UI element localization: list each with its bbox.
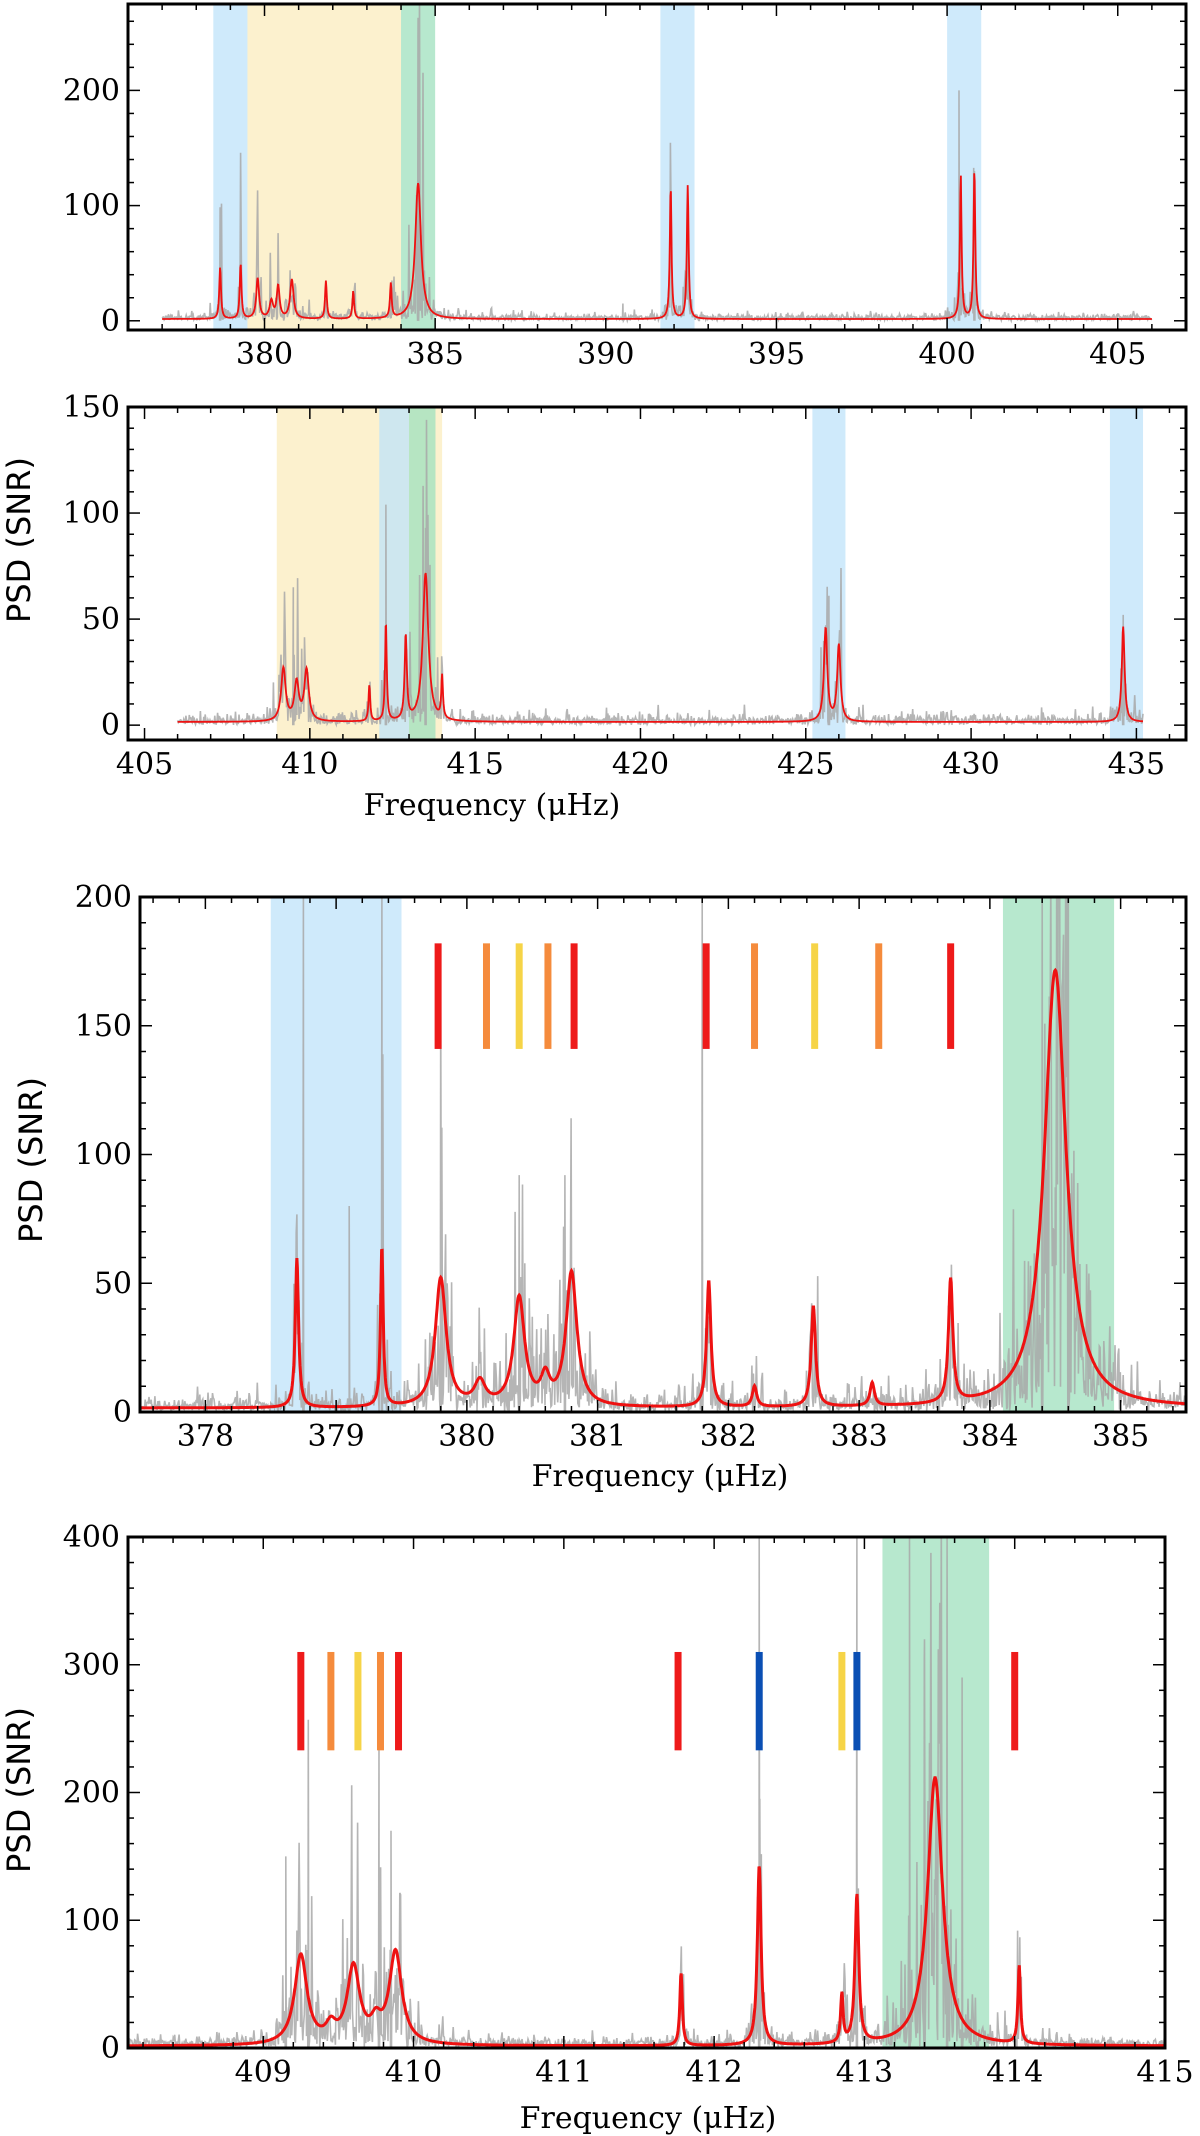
x-tick-label: 380 xyxy=(236,337,293,372)
x-tick-label: 414 xyxy=(986,2055,1043,2090)
x-tick-label: 381 xyxy=(569,1419,626,1454)
mode-marker-red-0 xyxy=(434,943,442,1049)
x-tick-label: 420 xyxy=(612,747,669,782)
y-tick-label: 150 xyxy=(63,390,120,425)
x-tick-label: 382 xyxy=(700,1419,757,1454)
x-tick-label: 410 xyxy=(385,2055,442,2090)
panel-2-xlabel: Frequency (μHz) xyxy=(364,788,621,823)
mode-marker-yellow-7 xyxy=(838,1651,846,1751)
panel-3: 378 379 380 381 382 383 384 385 0 50 100 150 200 xyxy=(75,880,1188,1454)
panel-4: 409 410 411 412 413 414 415 0 100 200 300 400 xyxy=(63,1520,1194,2090)
mode-marker-red-5 xyxy=(702,943,710,1049)
mode-marker-orange-6 xyxy=(751,943,759,1049)
x-tick-label: 400 xyxy=(918,337,975,372)
psd-trace xyxy=(140,897,1186,1412)
y-tick-label: 400 xyxy=(63,1520,120,1555)
mode-marker-blue-8 xyxy=(853,1651,861,1751)
mode-marker-orange-8 xyxy=(875,943,883,1049)
panel-3-xlabel: Frequency (μHz) xyxy=(532,1459,789,1494)
mode-marker-orange-1 xyxy=(482,943,490,1049)
mode-marker-orange-1 xyxy=(327,1651,335,1751)
y-tick-label: 50 xyxy=(94,1266,132,1301)
panel-4-ylabel: PSD (SNR) xyxy=(0,1707,38,1873)
fit-line xyxy=(140,967,1186,1410)
x-tick-label: 385 xyxy=(1092,1419,1149,1454)
y-tick-label: 100 xyxy=(63,496,120,531)
x-tick-label: 409 xyxy=(235,2055,292,2090)
x-tick-label: 395 xyxy=(748,337,805,372)
y-tick-label: 100 xyxy=(75,1138,132,1173)
panel-2: 405 410 415 420 425 430 435 0 50 100 150 xyxy=(63,390,1188,782)
axes-frame xyxy=(126,1535,1167,2050)
fit-line xyxy=(162,173,1152,320)
panel-3-ylabel: PSD (SNR) xyxy=(12,1077,50,1243)
band-yellow-1 xyxy=(247,4,402,330)
x-tick-label: 415 xyxy=(447,747,504,782)
mode-marker-orange-3 xyxy=(544,943,552,1049)
y-tick-label: 50 xyxy=(82,602,120,637)
x-tick-label: 383 xyxy=(830,1419,887,1454)
y-tick-label: 200 xyxy=(63,1776,120,1811)
mode-marker-yellow-2 xyxy=(354,1651,362,1751)
mode-marker-yellow-2 xyxy=(515,943,523,1049)
panel-1: 380 385 390 395 400 405 0 100 200 xyxy=(63,2,1188,372)
mode-marker-red-0 xyxy=(297,1651,305,1751)
psd-trace xyxy=(128,1537,1165,2048)
y-tick-label: 200 xyxy=(75,880,132,915)
axes-frame xyxy=(126,405,1188,742)
x-tick-label: 412 xyxy=(685,2055,742,2090)
x-tick-label: 384 xyxy=(961,1419,1018,1454)
x-tick-label: 379 xyxy=(307,1419,364,1454)
y-tick-label: 0 xyxy=(101,304,120,339)
y-tick-label: 0 xyxy=(101,708,120,743)
y-tick-label: 200 xyxy=(63,73,120,108)
mode-marker-red-9 xyxy=(947,943,955,1049)
fit-line xyxy=(128,1776,1165,2048)
x-tick-label: 415 xyxy=(1136,2055,1193,2090)
x-tick-label: 405 xyxy=(1089,337,1146,372)
y-tick-label: 100 xyxy=(63,1903,120,1938)
x-tick-label: 411 xyxy=(535,2055,592,2090)
fit-line xyxy=(177,572,1143,723)
mode-marker-red-9 xyxy=(1011,1651,1019,1751)
panels-1-2-ylabel: PSD (SNR) xyxy=(0,457,38,623)
mode-marker-red-4 xyxy=(570,943,578,1049)
x-tick-label: 380 xyxy=(438,1419,495,1454)
mode-marker-red-5 xyxy=(674,1651,682,1751)
x-tick-label: 430 xyxy=(942,747,999,782)
x-tick-label: 405 xyxy=(116,747,173,782)
x-tick-label: 413 xyxy=(836,2055,893,2090)
y-tick-label: 150 xyxy=(75,1009,132,1044)
y-tick-label: 100 xyxy=(63,189,120,224)
mode-marker-yellow-7 xyxy=(811,943,819,1049)
x-tick-label: 385 xyxy=(407,337,464,372)
y-tick-label: 0 xyxy=(101,2031,120,2066)
x-tick-label: 425 xyxy=(777,747,834,782)
x-tick-label: 390 xyxy=(577,337,634,372)
x-tick-label: 378 xyxy=(177,1419,234,1454)
mode-marker-blue-6 xyxy=(755,1651,763,1751)
x-tick-label: 435 xyxy=(1108,747,1165,782)
y-tick-label: 0 xyxy=(113,1395,132,1430)
mode-marker-red-4 xyxy=(395,1651,403,1751)
axes-frame xyxy=(126,2,1188,332)
mode-marker-orange-3 xyxy=(376,1651,384,1751)
y-tick-label: 300 xyxy=(63,1648,120,1683)
panel-4-xlabel: Frequency (μHz) xyxy=(520,2101,777,2136)
x-tick-label: 410 xyxy=(281,747,338,782)
